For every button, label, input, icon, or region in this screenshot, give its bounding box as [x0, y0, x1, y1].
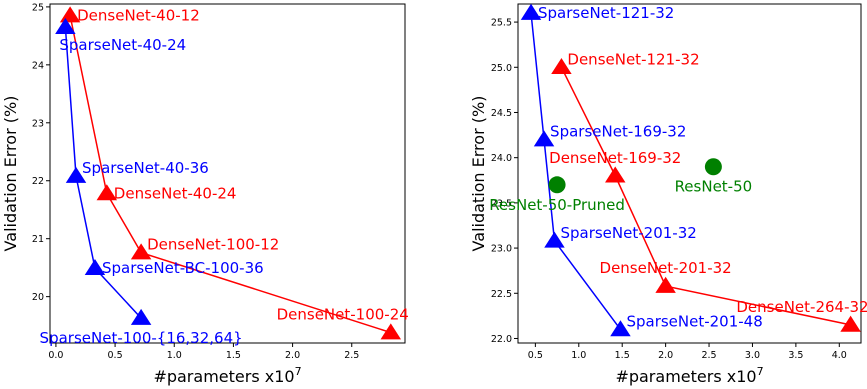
point-label: SparseNet-201-32 — [560, 224, 696, 242]
point-label: DenseNet-40-24 — [114, 184, 237, 202]
x-tick-label: 1.5 — [615, 350, 630, 361]
x-axis-label-exponent: 7 — [757, 365, 764, 378]
x-tick-label: 2.0 — [658, 350, 673, 361]
point-label: DenseNet-100-12 — [147, 236, 279, 254]
x-tick-label: 2.5 — [701, 350, 716, 361]
point-label: SparseNet-121-32 — [538, 4, 674, 22]
x-tick-label: 2.0 — [285, 350, 300, 361]
x-axis-label-exponent: 7 — [295, 365, 302, 378]
point-label: ResNet-50-Pruned — [489, 196, 625, 214]
point-label: SparseNet-169-32 — [550, 123, 686, 141]
point-label: SparseNet-40-24 — [59, 36, 186, 54]
y-axis-label: Validation Error (%) — [469, 96, 488, 252]
x-tick-label: 1.0 — [571, 350, 586, 361]
point-label: ResNet-50 — [675, 178, 753, 196]
point-label: DenseNet-264-32 — [736, 298, 867, 316]
triangle-marker — [520, 3, 542, 20]
y-axis-label: Validation Error (%) — [1, 96, 20, 252]
plot-frame — [49, 3, 406, 344]
triangle-marker — [840, 315, 861, 332]
series-line — [560, 66, 851, 326]
x-tick-label: 1.0 — [167, 350, 182, 361]
point-label: DenseNet-169-32 — [549, 149, 681, 167]
circle-marker — [548, 176, 566, 194]
y-tick-label: 23.0 — [491, 244, 512, 255]
x-tick-label: 2.5 — [344, 350, 359, 361]
y-tick-label: 25 — [32, 2, 44, 13]
y-tick-label: 21 — [32, 234, 44, 245]
triangle-marker — [130, 243, 152, 260]
chart-right: 0.5 1.0 1.5 2.0 2.5 3.0 3.5 4.0 22.0 22.5 23.0 23.5… — [469, 3, 867, 386]
x-tick-label: 3.5 — [788, 350, 803, 361]
triangle-marker — [96, 184, 118, 201]
triangle-marker — [84, 259, 106, 276]
series-line — [69, 15, 392, 334]
x-axis-label-text: #parameters x10 — [153, 367, 294, 386]
triangle-marker — [605, 166, 626, 183]
point-label: SparseNet-201-48 — [626, 312, 762, 330]
point-label: DenseNet-100-24 — [277, 306, 409, 324]
x-axis-label-text: #parameters x10 — [615, 367, 756, 386]
y-tick-label: 22.5 — [491, 289, 512, 300]
y-tick-label: 23 — [32, 118, 44, 129]
x-tick-label: 4.0 — [832, 350, 847, 361]
y-tick-label: 24.0 — [491, 153, 512, 164]
x-axis-label: #parameters x107 — [615, 365, 763, 386]
triangle-marker — [610, 320, 631, 337]
x-axis-label: #parameters x107 — [153, 365, 301, 386]
y-tick-label: 22 — [32, 176, 44, 187]
triangle-marker — [130, 308, 152, 325]
x-tick-label: 1.5 — [226, 350, 241, 361]
triangle-marker — [55, 17, 76, 34]
x-tick-label: 3.0 — [745, 350, 760, 361]
triangle-marker — [65, 166, 87, 183]
triangle-marker — [544, 231, 565, 248]
chart-left: 0.0 0.5 1.0 1.5 2.0 2.5 20 21 22 23 24 25 #parameter… — [1, 2, 409, 386]
y-tick-label: 22.0 — [491, 334, 512, 345]
point-label: DenseNet-201-32 — [600, 259, 732, 277]
point-label: SparseNet-40-36 — [82, 159, 209, 177]
y-tick-label: 24 — [32, 60, 44, 71]
plot-frame — [517, 3, 862, 344]
point-label: SparseNet-100-{16,32,64} — [40, 329, 243, 347]
triangle-marker — [551, 58, 572, 75]
y-tick-label: 20 — [32, 292, 44, 303]
point-label: DenseNet-121-32 — [567, 50, 699, 68]
circle-marker — [704, 158, 722, 176]
triangle-marker — [655, 276, 676, 293]
x-tick-label: 0.5 — [108, 350, 123, 361]
triangle-marker — [380, 323, 402, 340]
triangle-marker — [533, 130, 555, 147]
point-label: SparseNet-BC-100-36 — [102, 259, 264, 277]
point-label: DenseNet-40-12 — [77, 7, 200, 25]
y-tick-label: 25.5 — [491, 18, 512, 29]
series-line — [64, 27, 142, 319]
y-tick-label: 24.5 — [491, 108, 512, 119]
y-tick-label: 23.5 — [491, 198, 512, 209]
x-tick-label: 0.5 — [528, 350, 543, 361]
y-tick-label: 25.0 — [491, 63, 512, 74]
series-line — [530, 12, 622, 330]
x-tick-label: 0.0 — [48, 350, 63, 361]
